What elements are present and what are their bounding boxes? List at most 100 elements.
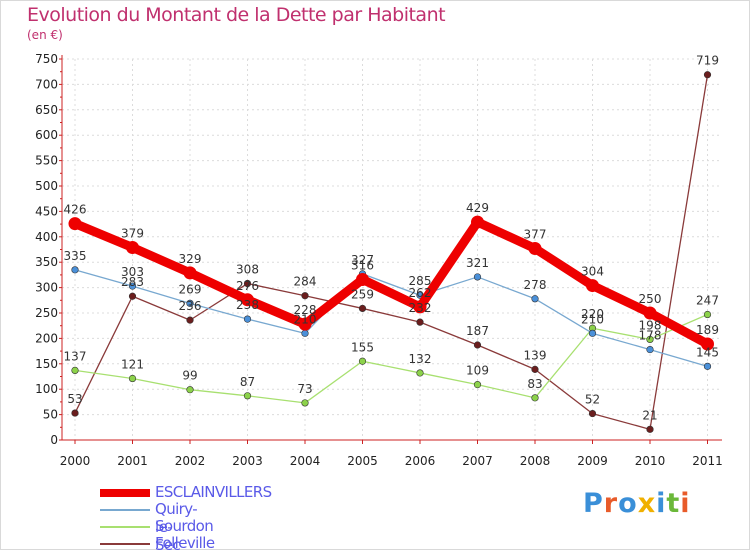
chart-unit: (en €) [27, 28, 63, 42]
y-tick-label: 150 [35, 357, 58, 371]
data-label: 269 [179, 282, 202, 296]
legend-swatch [100, 489, 150, 497]
grid [62, 58, 722, 441]
data-label: 228 [294, 303, 317, 317]
data-point [243, 392, 252, 400]
data-label: 327 [351, 253, 374, 267]
data-label: 247 [696, 294, 719, 308]
data-point [646, 425, 654, 433]
data-label: 283 [121, 275, 144, 289]
data-label: 87 [240, 375, 255, 389]
y-tick-label: 250 [35, 306, 58, 320]
legend-swatch [100, 526, 150, 528]
data-label: 238 [236, 298, 259, 312]
data-point [186, 299, 194, 307]
data-label: 321 [466, 256, 489, 270]
axes: 0 50 100 150 200 250 300 350 400 450 500 550 600 650 7… [35, 52, 723, 468]
y-tick-label: 100 [35, 382, 58, 396]
data-label: 303 [121, 265, 144, 279]
data-point [703, 362, 712, 370]
data-label: 155 [351, 340, 374, 354]
y-tick-label: 0 [50, 433, 58, 447]
x-tick-label: 2010 [635, 454, 666, 468]
data-point [703, 310, 712, 319]
data-point [531, 394, 539, 402]
data-point [243, 315, 252, 323]
data-point [416, 369, 424, 377]
data-label: 276 [236, 279, 259, 293]
data-label: 429 [466, 201, 489, 215]
series-line-quiry-le-sec [74, 269, 709, 367]
y-tick-label: 700 [35, 77, 58, 91]
data-label: 52 [585, 393, 600, 407]
legend-label: Sourdon [155, 517, 214, 535]
data-label: 236 [179, 299, 202, 313]
x-tick-label: 2008 [520, 454, 551, 468]
data-label: 232 [409, 301, 432, 315]
data-label: 137 [64, 349, 87, 363]
data-label: 262 [409, 286, 432, 300]
chart-title: Evolution du Montant de la Dette par Hab… [27, 4, 446, 26]
x-tick-label: 2004 [290, 454, 321, 468]
series-layer [68, 71, 714, 433]
data-point [241, 293, 254, 307]
data-point [473, 273, 482, 281]
data-point [646, 335, 654, 344]
data-point [243, 279, 252, 288]
legend-swatch [100, 543, 150, 545]
data-point [301, 329, 309, 337]
data-label: 316 [351, 258, 374, 272]
y-tick-label: 200 [35, 331, 58, 345]
y-tick-label: 600 [35, 128, 58, 142]
data-label: 329 [179, 252, 202, 266]
data-point [71, 366, 79, 375]
data-point [186, 386, 194, 394]
legend-label: Folleville [155, 534, 215, 552]
data-point [531, 295, 539, 303]
data-label: 304 [581, 265, 604, 279]
data-point [358, 304, 367, 313]
data-point [301, 399, 309, 407]
data-label: 109 [466, 364, 489, 378]
data-label: 145 [696, 345, 719, 359]
x-tick-label: 2011 [692, 454, 723, 468]
data-point [416, 318, 424, 326]
data-point [531, 365, 539, 373]
data-point [586, 279, 599, 293]
data-point [356, 272, 369, 286]
data-point [358, 357, 367, 365]
data-point [301, 292, 309, 300]
data-point [68, 217, 82, 231]
data-point [643, 306, 657, 320]
data-label: 21 [642, 408, 657, 422]
x-tick-label: 2006 [405, 454, 436, 468]
data-label: 308 [236, 263, 259, 277]
data-point [183, 266, 197, 280]
data-label: 719 [696, 54, 719, 68]
data-point [471, 215, 484, 229]
series-line-esclainvillers [70, 217, 712, 349]
data-label: 132 [409, 352, 432, 366]
data-point [703, 71, 712, 79]
data-point [588, 329, 597, 337]
y-tick-label: 550 [35, 154, 58, 168]
data-point [71, 266, 79, 274]
data-point [128, 282, 137, 290]
x-tick-label: 2003 [232, 454, 263, 468]
data-point [186, 316, 194, 324]
y-tick-label: 50 [43, 408, 58, 422]
x-tick-label: 2005 [347, 454, 378, 468]
data-label: 187 [466, 324, 489, 338]
data-point [413, 300, 427, 314]
data-label: 198 [639, 318, 662, 332]
data-label: 377 [524, 227, 547, 241]
data-label: 259 [351, 287, 374, 301]
y-tick-label: 350 [35, 255, 58, 269]
y-tick-label: 500 [35, 179, 58, 193]
data-label: 284 [294, 275, 317, 289]
data-label: 278 [524, 278, 547, 292]
series-line-folleville [74, 74, 709, 430]
data-label: 139 [524, 348, 547, 362]
series-line-sourdon [74, 313, 709, 404]
